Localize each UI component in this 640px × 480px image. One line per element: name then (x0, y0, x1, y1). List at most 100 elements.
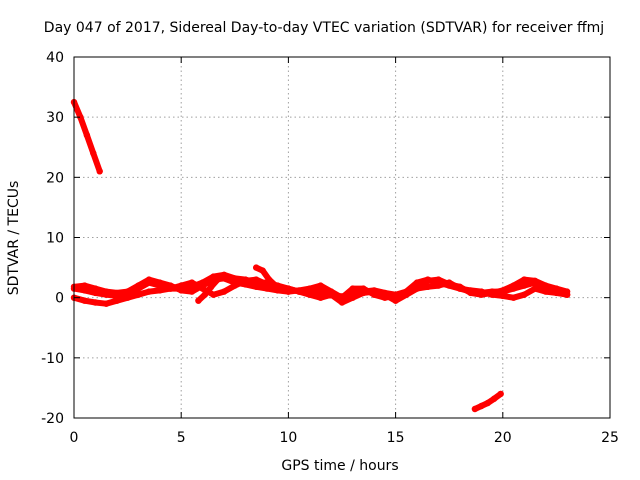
data-point (446, 281, 453, 288)
data-point (435, 282, 442, 289)
data-point (210, 291, 217, 298)
data-point (381, 294, 389, 301)
data-point (92, 299, 99, 306)
data-point (90, 150, 97, 157)
data-point (227, 276, 234, 283)
data-point (478, 291, 485, 298)
y-tick-label: -20 (41, 411, 64, 427)
data-point (413, 282, 421, 289)
y-axis-label: SDTVAR / TECUs (6, 181, 22, 296)
data-point (285, 288, 292, 295)
data-point (220, 288, 228, 295)
x-tick-label: 5 (177, 430, 186, 446)
data-point (208, 283, 215, 290)
data-point (278, 285, 286, 292)
data-point (521, 276, 528, 283)
data-point (272, 282, 279, 289)
data-point (467, 289, 474, 297)
data-point (178, 287, 185, 294)
data-point (553, 285, 560, 292)
data-point (484, 399, 491, 407)
y-tick-label: 30 (46, 110, 64, 126)
data-point (531, 277, 539, 284)
data-point (214, 276, 221, 283)
data-point (253, 264, 260, 271)
data-point (81, 282, 88, 289)
data-point (488, 289, 496, 297)
y-tick-label: 40 (46, 50, 64, 66)
data-point (253, 283, 260, 290)
data-point (306, 285, 313, 292)
data-point (195, 297, 202, 304)
data-point (349, 294, 356, 301)
data-point (156, 287, 163, 294)
data-point (531, 285, 539, 292)
ticks (73, 56, 611, 419)
series-layer (70, 98, 571, 413)
data-point (103, 300, 110, 307)
data-point (253, 276, 260, 283)
data-point (188, 288, 196, 295)
data-point (295, 287, 303, 294)
data-point (220, 273, 228, 280)
data-point (135, 291, 142, 298)
data-point (338, 299, 346, 306)
data-point (403, 289, 410, 297)
data-point (113, 297, 121, 304)
data-point (317, 282, 324, 289)
data-point (103, 288, 110, 295)
data-point (510, 294, 517, 301)
data-point (521, 291, 528, 298)
data-point (242, 281, 249, 288)
data-point (491, 395, 498, 402)
chart-title: Day 047 of 2017, Sidereal Day-to-day VTE… (44, 20, 604, 36)
data-point (167, 282, 174, 289)
data-point (81, 297, 88, 304)
data-point (83, 132, 91, 139)
data-point (145, 276, 153, 283)
data-point (478, 402, 485, 410)
x-tick-label: 15 (387, 430, 405, 446)
x-tick-label: 0 (70, 430, 79, 446)
grid (74, 57, 610, 418)
data-point (499, 287, 506, 294)
data-point (542, 282, 549, 289)
data-point (563, 288, 571, 295)
data-point (135, 282, 142, 289)
data-point (156, 279, 163, 286)
data-point (263, 285, 271, 292)
data-point (328, 288, 335, 295)
y-tick-labels: -20 -10 0 10 20 30 40 (41, 50, 64, 427)
data-point (360, 285, 367, 292)
x-tick-label: 10 (279, 430, 297, 446)
data-point (497, 390, 504, 398)
data-point (92, 285, 99, 292)
data-point (499, 292, 506, 300)
data-point (317, 294, 324, 301)
data-point (259, 267, 266, 274)
data-point (510, 282, 517, 289)
data-point (96, 168, 103, 175)
y-tick-label: 10 (46, 231, 64, 247)
y-tick-label: 20 (46, 170, 64, 186)
data-point (265, 276, 273, 283)
data-point (471, 405, 479, 413)
data-point (124, 294, 131, 301)
data-point (392, 292, 399, 300)
data-point (456, 283, 464, 290)
data-point (521, 282, 528, 289)
data-point (338, 294, 346, 301)
x-tick-labels: 0 5 10 15 20 25 (70, 430, 619, 446)
data-point (424, 277, 431, 284)
x-tick-label: 20 (494, 430, 512, 446)
data-point (424, 283, 431, 290)
data-point (306, 291, 313, 298)
data-point (201, 291, 208, 298)
data-point (349, 285, 356, 292)
data-point (113, 289, 121, 297)
data-point (77, 114, 84, 121)
data-point (124, 288, 131, 295)
data-point (188, 279, 196, 286)
data-point (435, 276, 442, 283)
